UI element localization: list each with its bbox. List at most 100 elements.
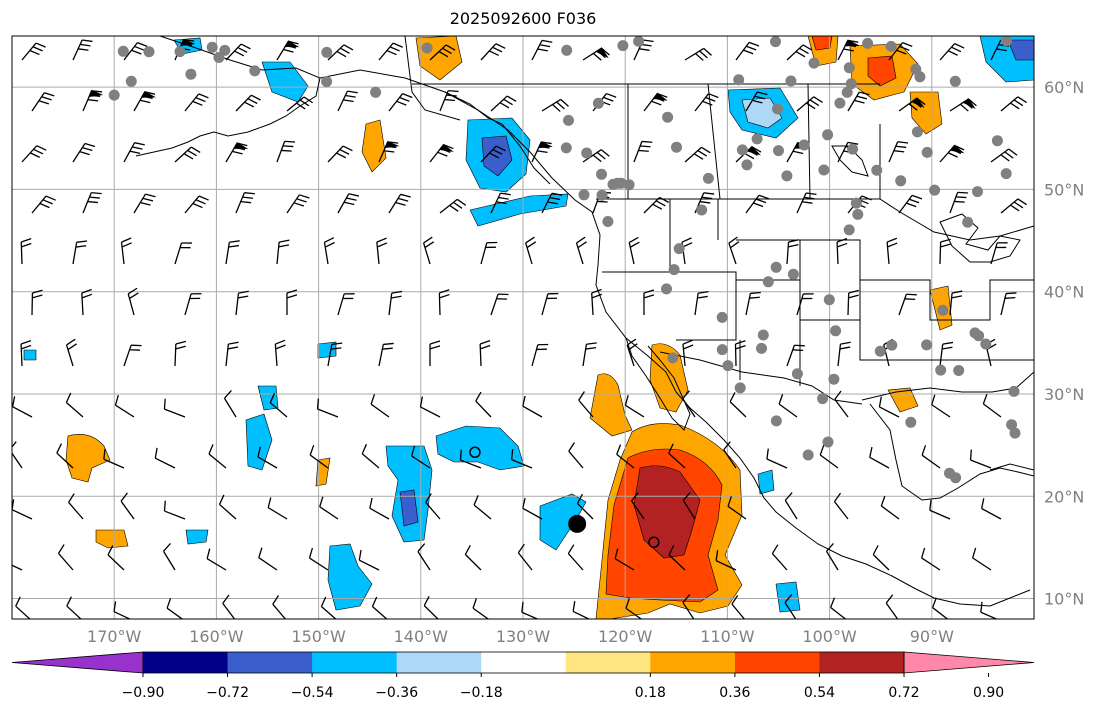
wind-barb (939, 43, 965, 61)
wind-barb (123, 142, 145, 163)
cool-region-small-west (23, 349, 37, 361)
wind-barb (225, 240, 240, 265)
wind-barb (65, 392, 84, 418)
wind-barb (225, 43, 251, 61)
cool-region-south-pacific (327, 543, 373, 611)
wind-barb (276, 40, 300, 61)
wind-barb (308, 547, 329, 571)
wind-barb (1000, 96, 1027, 112)
wind-barb (20, 238, 32, 265)
wind-barb (825, 543, 839, 571)
station-dot (757, 329, 769, 341)
wind-barb (120, 492, 135, 520)
wind-barb (276, 239, 290, 265)
wind-barb (12, 441, 23, 469)
station-dot (781, 170, 793, 182)
cool-region-gulf-california (775, 581, 801, 613)
lat-tick-label: 40°N (1044, 283, 1084, 302)
lon-tick-label: 130°W (496, 627, 551, 646)
station-dot (874, 345, 886, 357)
wind-barb (796, 192, 817, 214)
wind-barb (12, 396, 33, 418)
wind-barb (184, 195, 209, 214)
station-dot (969, 327, 981, 339)
wind-barb (58, 544, 74, 571)
wind-barb (72, 240, 88, 265)
warm-region-nw-pacific (95, 529, 129, 549)
station-dot (980, 338, 992, 350)
wind-barb (578, 391, 594, 418)
great-lakes (939, 213, 1021, 263)
wind-barb (833, 492, 849, 520)
wind-barb (162, 543, 176, 571)
station-dot (843, 224, 855, 236)
wind-barb (786, 344, 805, 367)
wind-barb (723, 441, 737, 469)
station-dot (736, 144, 748, 156)
wind-barb (337, 90, 358, 112)
wind-barb (174, 38, 196, 61)
lon-tick-label: 140°W (394, 627, 449, 646)
wind-barb (898, 293, 917, 316)
wind-barb (796, 293, 814, 316)
station-dot (734, 382, 746, 394)
wind-barb (796, 96, 823, 112)
wind-barb (480, 145, 506, 163)
wind-barb (388, 290, 403, 316)
wind-barb (949, 98, 977, 112)
station-dot (895, 175, 907, 187)
station-dot (818, 164, 830, 176)
wind-barb (872, 545, 890, 571)
wind-barb (684, 146, 711, 163)
colorbar-tick-label: 0.90 (973, 685, 1004, 701)
station-dot (791, 368, 803, 380)
station-dot (421, 42, 433, 54)
wind-barb (133, 90, 156, 112)
wind-barb (522, 497, 543, 520)
wind-barb (258, 547, 278, 571)
station-dot (828, 373, 840, 385)
wind-barb (784, 492, 798, 520)
storm-markers (469, 446, 660, 549)
station-dot (751, 133, 763, 145)
wind-barb (847, 91, 870, 112)
wind-barb (316, 398, 339, 418)
station-dot (871, 164, 883, 176)
wind-barb (898, 194, 923, 214)
station-dot (823, 294, 835, 306)
colorbar: −0.90 −0.72 −0.54 −0.36 −0.18 0.18 0.36 0.54 0.7… (11, 651, 1035, 701)
colorbar-segment (819, 652, 905, 673)
station-dot (716, 311, 728, 323)
wind-barb (358, 549, 380, 571)
wind-barb (174, 340, 187, 367)
station-dot (802, 449, 814, 461)
wind-barb (531, 141, 553, 163)
wind-barb (682, 339, 694, 367)
wind-barb (388, 93, 413, 112)
cool-region-sw-pacific (245, 413, 273, 471)
warm-region-mexico-core (633, 465, 701, 559)
wind-barb (682, 390, 696, 418)
station-dot (949, 75, 961, 87)
wind-barb (417, 543, 431, 571)
station-dot (972, 186, 983, 198)
wind-barb (184, 293, 202, 316)
colorbar-segment (312, 652, 398, 673)
alaska-panhandle (444, 91, 551, 185)
lat-tick-label: 60°N (1044, 78, 1084, 97)
wind-barb (490, 95, 517, 112)
station-dot (117, 45, 129, 57)
wind-barb (694, 291, 709, 316)
border-us-mexico (659, 351, 863, 405)
aleutian-chain (135, 131, 215, 157)
station-dot (817, 393, 829, 405)
wind-barb (319, 496, 339, 520)
wind-barb (286, 96, 313, 112)
station-dot (1000, 168, 1012, 180)
station-dot (914, 71, 926, 83)
wind-barb (113, 601, 132, 619)
colorbar-segment (565, 652, 651, 673)
wind-barb (920, 547, 941, 571)
wind-barb (31, 92, 55, 112)
colorbar-tick-label: −0.72 (206, 685, 249, 701)
